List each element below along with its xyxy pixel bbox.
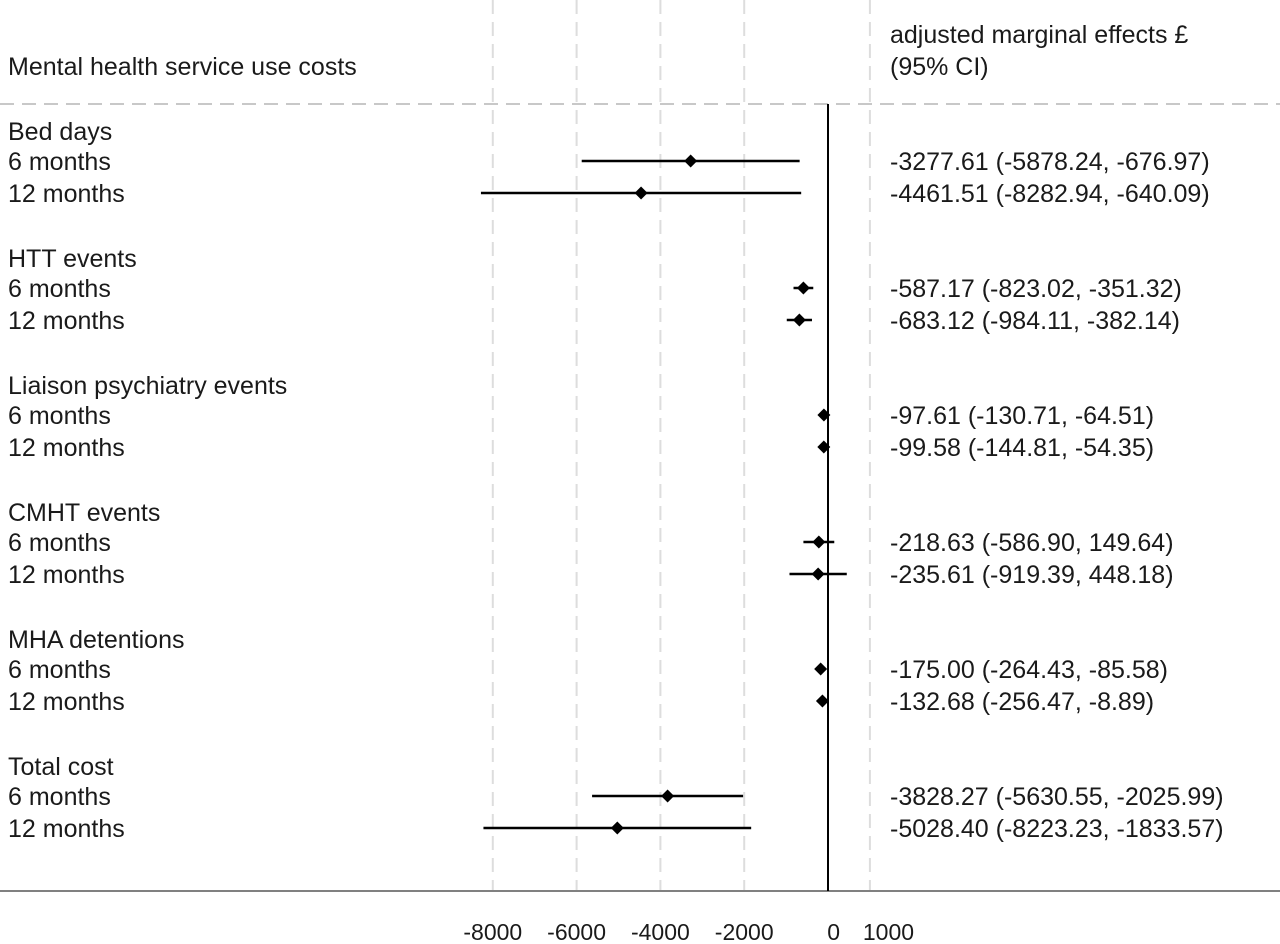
- point-estimate: [796, 281, 810, 295]
- grid-lines: [491, 0, 871, 891]
- group-label: MHA detentions: [8, 626, 185, 654]
- point-estimate: [817, 408, 831, 422]
- group-label: HTT events: [8, 245, 137, 273]
- point-estimate: [814, 662, 828, 676]
- effect-text: -97.61 (-130.71, -64.51): [890, 402, 1154, 430]
- point-estimate: [634, 186, 648, 200]
- effect-text: -132.68 (-256.47, -8.89): [890, 688, 1154, 716]
- x-tick-label: 1000: [863, 919, 914, 944]
- x-tick-label: -4000: [631, 919, 690, 944]
- effect-text: -4461.51 (-8282.94, -640.09): [890, 180, 1210, 208]
- point-estimate: [661, 789, 675, 803]
- row-label: 12 months: [8, 434, 125, 462]
- effect-text: -683.12 (-984.11, -382.14): [890, 307, 1180, 335]
- row-label: 12 months: [8, 561, 125, 589]
- x-tick-label: 0: [827, 919, 840, 944]
- point-estimate: [815, 694, 829, 708]
- effect-text: -5028.40 (-8223.23, -1833.57): [890, 815, 1224, 843]
- row-label: 6 months: [8, 275, 111, 303]
- row-label: 12 months: [8, 307, 125, 335]
- x-tick-label: -6000: [547, 919, 606, 944]
- row-label: 6 months: [8, 402, 111, 430]
- row-label: 6 months: [8, 148, 111, 176]
- right-header-line-2: (95% CI): [890, 53, 989, 81]
- effect-text: -218.63 (-586.90, 149.64): [890, 529, 1174, 557]
- row-label: 12 months: [8, 815, 125, 843]
- point-estimate: [812, 535, 826, 549]
- point-estimate: [792, 313, 806, 327]
- point-estimate: [811, 567, 825, 581]
- left-header: Mental health service use costs: [8, 53, 357, 81]
- row-label: 12 months: [8, 688, 125, 716]
- point-estimate: [610, 821, 624, 835]
- x-tick-label: -2000: [715, 919, 774, 944]
- group-label: Total cost: [8, 753, 114, 781]
- effect-text: -3828.27 (-5630.55, -2025.99): [890, 783, 1224, 811]
- x-tick-label: -8000: [463, 919, 522, 944]
- group-label: Liaison psychiatry events: [8, 372, 287, 400]
- effect-text: -99.58 (-144.81, -54.35): [890, 434, 1154, 462]
- effect-text: -3277.61 (-5878.24, -676.97): [890, 148, 1210, 176]
- effect-text: -175.00 (-264.43, -85.58): [890, 656, 1168, 684]
- effect-text: -235.61 (-919.39, 448.18): [890, 561, 1174, 589]
- row-label: 6 months: [8, 656, 111, 684]
- group-label: CMHT events: [8, 499, 160, 527]
- row-label: 12 months: [8, 180, 125, 208]
- point-estimate: [684, 154, 698, 168]
- group-label: Bed days: [8, 118, 112, 146]
- effect-text: -587.17 (-823.02, -351.32): [890, 275, 1182, 303]
- row-label: 6 months: [8, 783, 111, 811]
- right-header-line-1: adjusted marginal effects £: [890, 21, 1188, 49]
- point-estimate: [817, 440, 831, 454]
- row-label: 6 months: [8, 529, 111, 557]
- x-axis-ticks: -8000 -6000 -4000 -2000 0 1000: [463, 919, 914, 944]
